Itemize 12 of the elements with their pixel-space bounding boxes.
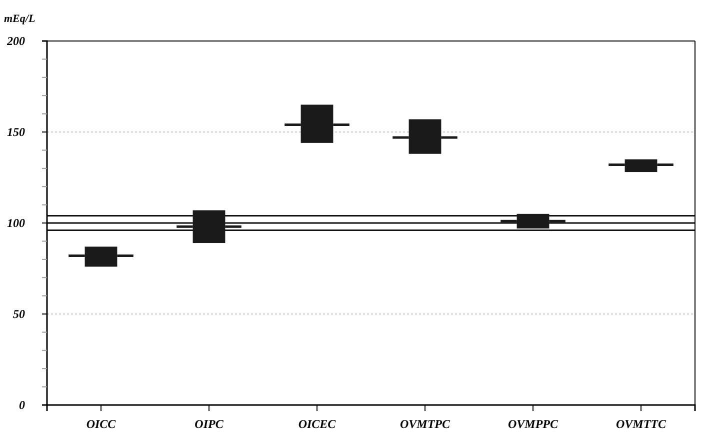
x-tick-label: OICEC (298, 417, 337, 431)
x-tick-label: OIPC (194, 417, 224, 431)
y-tick-label: 50 (13, 306, 25, 321)
x-tick-label: OVMPPC (508, 417, 559, 431)
x-tick-label: OVMTPC (400, 417, 451, 431)
x-tick-label: OVMTTC (616, 417, 667, 431)
y-tick-label: 150 (7, 124, 25, 139)
y-tick-label: 100 (7, 216, 25, 230)
y-axis-title: mEq/L (4, 13, 36, 25)
y-tick-label: 200 (6, 34, 25, 48)
y-tick-label: 0 (19, 398, 25, 412)
x-tick-label: OICC (86, 417, 117, 431)
